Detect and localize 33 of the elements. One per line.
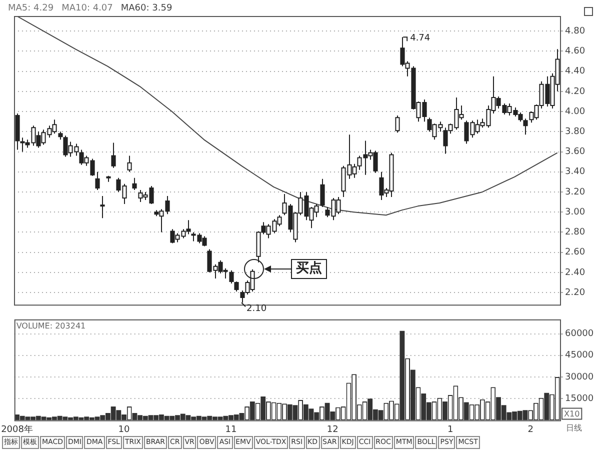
y-tick-label: 2.80: [565, 228, 586, 238]
text: MA5: 4.29: [8, 3, 54, 14]
y-tick-label: 30000: [565, 372, 594, 382]
y-tick-label: 4.40: [565, 66, 586, 77]
y-tick-label: 3.20: [565, 187, 586, 198]
y-tick-label: 15000: [565, 394, 594, 404]
annotation: 4.74: [410, 33, 430, 44]
y-tick-label: 2.20: [565, 288, 586, 298]
y-tick-label: 4.20: [565, 86, 586, 97]
y-tick-label: 60000: [565, 329, 594, 340]
annotation: 2.10: [246, 304, 267, 314]
text: X10: [564, 409, 580, 418]
y-tick-label: 4.60: [565, 46, 586, 57]
text: 日线: [566, 423, 582, 432]
y-tick-label: 4.00: [565, 106, 586, 117]
text: MA10: 4.07: [62, 3, 113, 14]
x-tick-label: 10: [118, 424, 130, 435]
x-tick-label: 11: [225, 424, 237, 435]
y-tick-label: 45000: [565, 350, 594, 361]
x-tick-label: 2: [528, 424, 534, 435]
annotation: VOLUME: 203241: [16, 321, 86, 330]
y-tick-label: 3.00: [565, 207, 586, 218]
x-tick-label: 2008年: [1, 424, 33, 435]
y-tick-label: 2.60: [565, 248, 586, 258]
x-tick-label: 12: [326, 424, 338, 435]
y-tick-label: 3.60: [565, 147, 586, 158]
x-tick-label: 1: [447, 424, 454, 435]
text: MA60: 3.59: [120, 3, 172, 14]
y-tick-label: 4.80: [565, 26, 586, 36]
annotation: 买点: [291, 259, 328, 280]
y-tick-label: 3.40: [565, 167, 586, 178]
y-tick-label: 2.40: [565, 268, 586, 278]
y-tick-label: 3.80: [565, 126, 586, 137]
